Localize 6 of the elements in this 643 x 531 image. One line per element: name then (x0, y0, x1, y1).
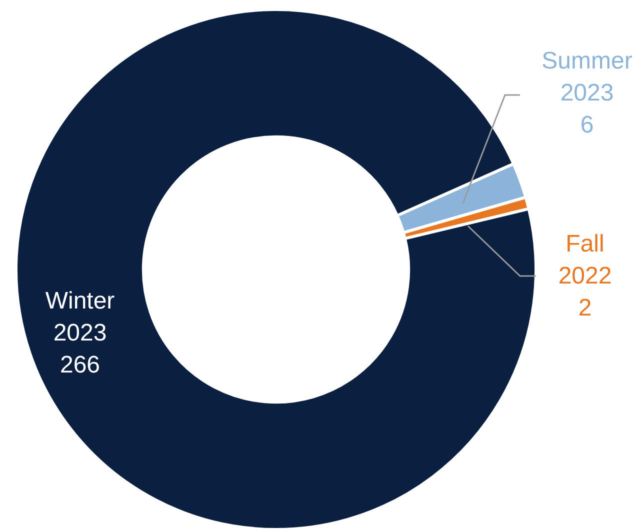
slice-label: Winter 2023 (45, 288, 115, 347)
slice-label: Fall 2022 (558, 230, 612, 290)
data-label: 6 (580, 112, 594, 139)
data-label: 2 (578, 294, 592, 322)
slice-label: Summer 2023 (542, 48, 632, 107)
data-label: 266 (60, 352, 100, 379)
